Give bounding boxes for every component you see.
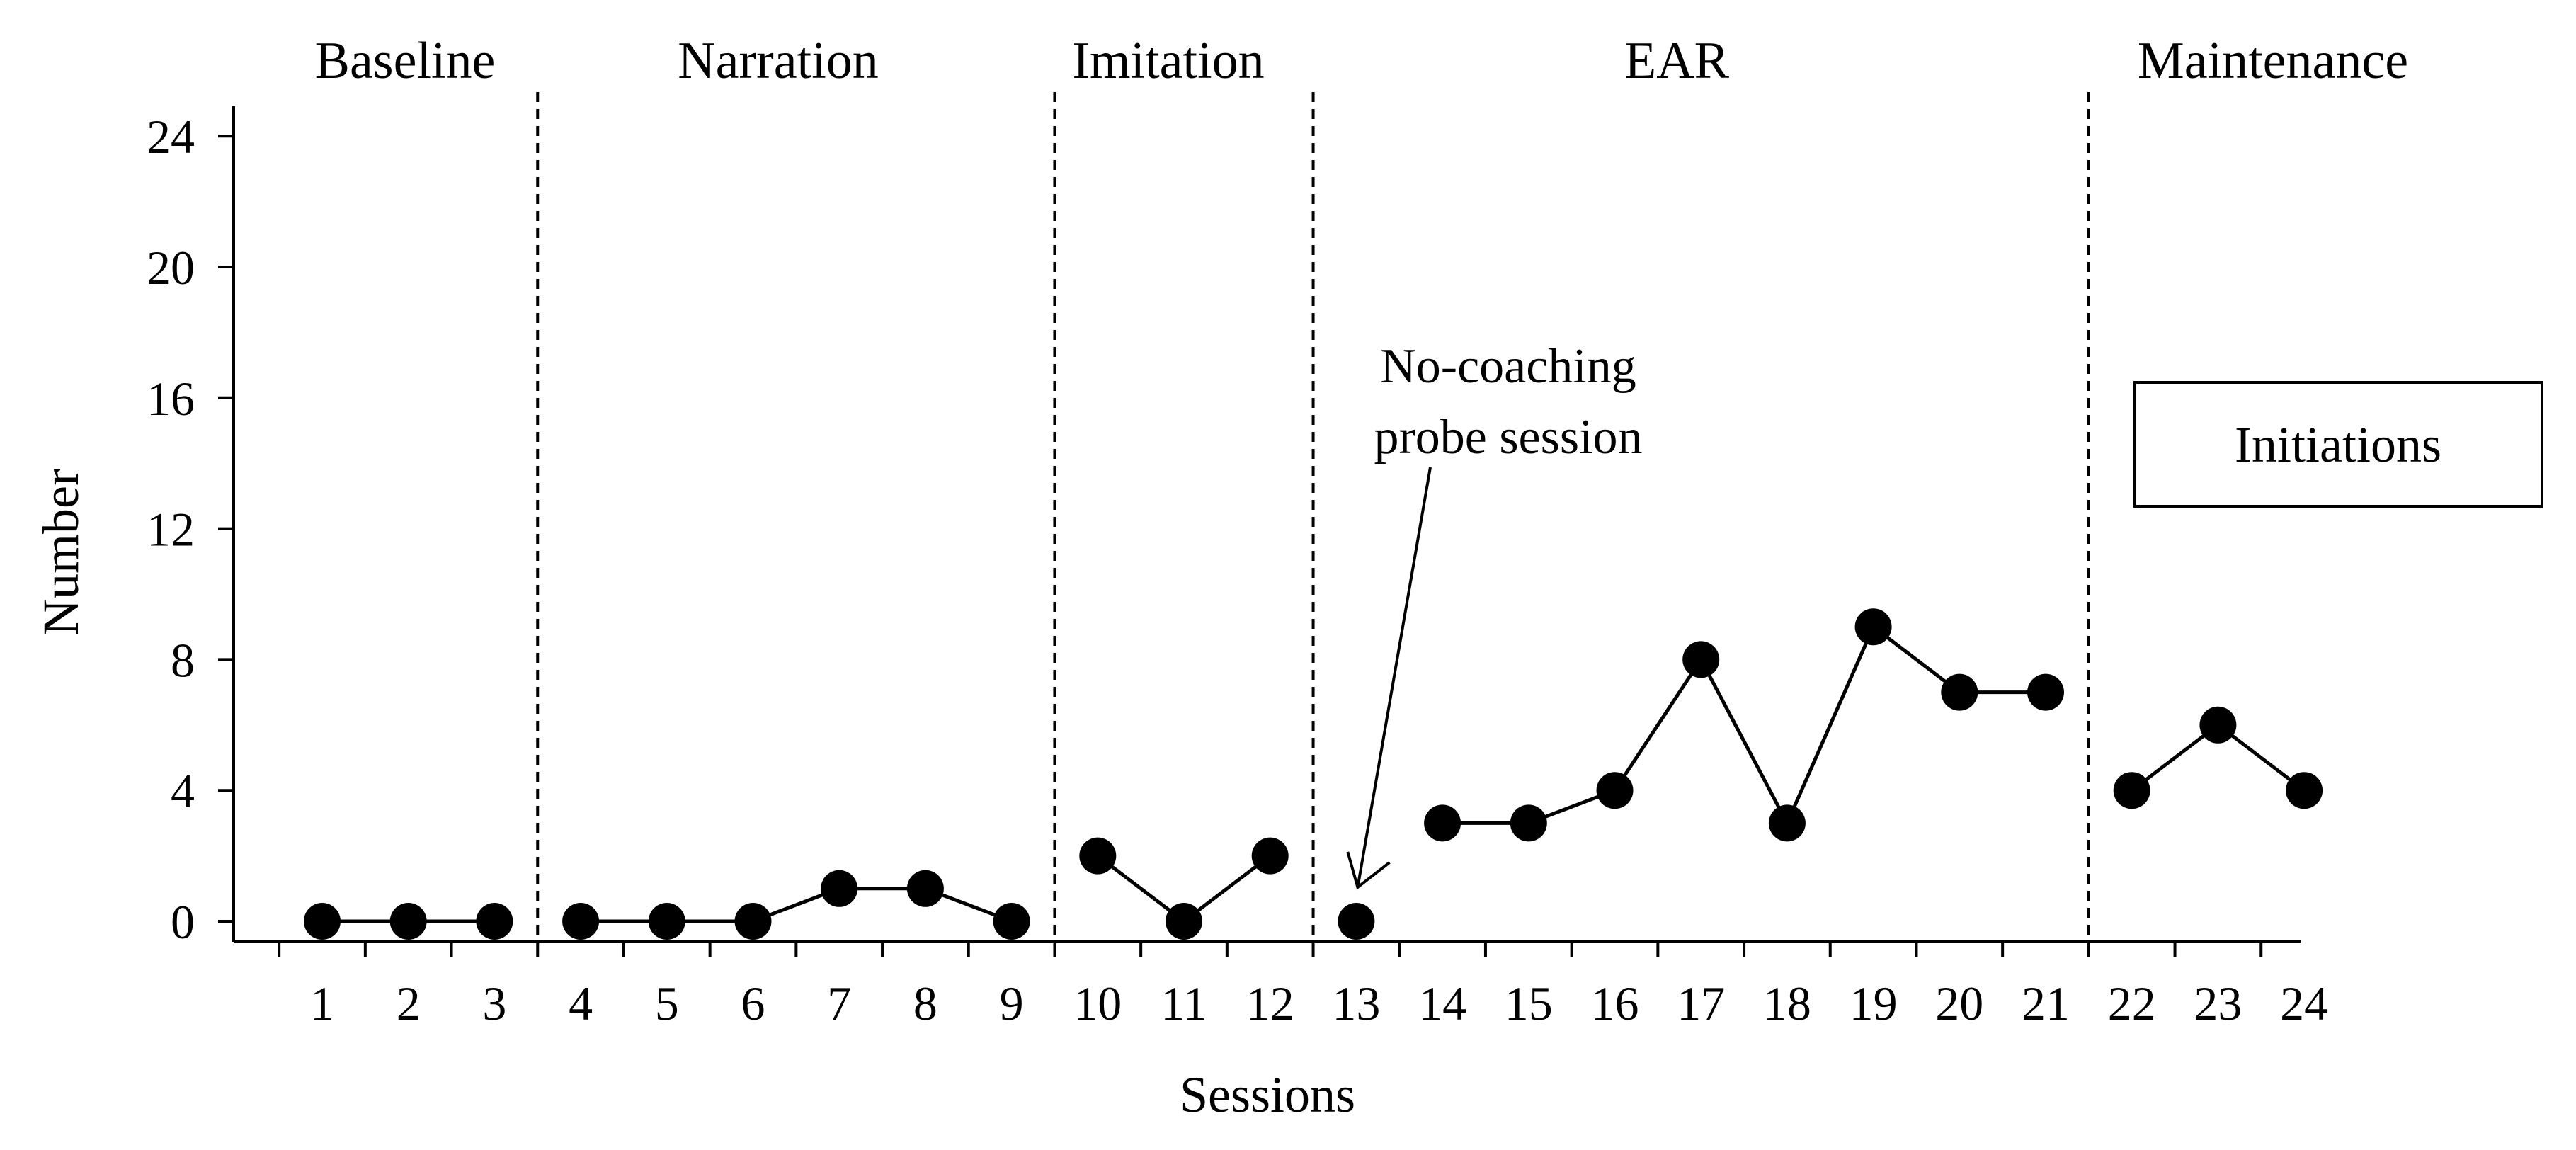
y-ticks: 0 4 8 12 16 20 24 [147,110,234,949]
x-tick-label: 13 [1332,977,1380,1030]
series-points [304,608,2323,940]
y-axis-title: Number [33,469,89,636]
series-segment-line [581,887,1013,923]
phase-change-lines [536,92,2090,942]
data-point-session-24 [2286,772,2323,809]
data-point-session-7 [821,870,858,907]
data-point-session-6 [734,903,772,940]
annotation-line-2: probe session [1374,410,1642,465]
data-point-session-18 [1768,804,1806,842]
legend-label: Initiations [2235,416,2441,473]
phase-label-imitation: Imitation [1072,32,1264,90]
data-point-session-15 [1510,804,1547,842]
legend: Initiations [2133,381,2543,508]
y-tick-label: 16 [147,372,195,426]
phase-label-narration: Narration [678,32,879,90]
series-segment-line [1442,624,2046,828]
x-tick-label: 18 [1763,977,1811,1030]
data-point-session-1 [304,903,341,940]
x-tick-label: 20 [1935,977,1983,1030]
phase-label-ear: EAR [1624,32,1730,90]
x-tick-label: 10 [1073,977,1122,1030]
x-tick-label: 12 [1246,977,1294,1030]
x-tick-label: 19 [1850,977,1898,1030]
y-tick-label: 4 [171,764,195,818]
x-tick-label: 5 [655,977,679,1030]
data-point-session-23 [2199,706,2237,744]
x-ticks: 1 2 3 4 5 6 7 8 9 10 11 12 13 14 15 16 17 18 19 20 21 22 23 24 [278,942,2328,1030]
phase-labels: Baseline Narration Imitation EAR Maintenance [315,32,2408,90]
data-point-session-14 [1424,804,1461,842]
data-point-session-12 [1251,837,1289,875]
x-tick-label: 24 [2280,977,2328,1030]
annotation-arrow [1356,467,1432,888]
data-point-session-8 [906,870,944,907]
data-point-session-19 [1854,608,1892,646]
data-point-session-9 [993,903,1030,940]
axes [232,106,2301,943]
x-tick-label: 1 [310,977,334,1030]
data-point-session-3 [476,903,513,940]
x-tick-label: 14 [1418,977,1466,1030]
data-point-session-2 [389,903,427,940]
x-tick-label: 3 [482,977,506,1030]
x-tick-label: 21 [2022,977,2070,1030]
annotation-arrowhead [1346,851,1391,890]
x-tick-label: 9 [1000,977,1024,1030]
y-tick-label: 12 [147,503,195,557]
y-tick-label: 8 [171,633,195,687]
data-point-session-22 [2113,772,2150,809]
data-point-session-5 [648,903,685,940]
data-point-session-13 [1338,903,1375,940]
x-tick-label: 23 [2194,977,2242,1030]
x-tick-label: 15 [1505,977,1553,1030]
x-axis-title: Sessions [1180,1066,1355,1123]
x-tick-label: 22 [2108,977,2156,1030]
y-tick-label: 0 [171,895,195,949]
data-point-session-17 [1682,641,1720,678]
x-tick-label: 11 [1161,977,1207,1030]
phase-label-baseline: Baseline [315,32,496,90]
data-point-session-21 [2027,673,2064,711]
data-point-session-16 [1596,772,1634,809]
data-point-session-20 [1941,673,1978,711]
probe-annotation: No-coaching probe session [1346,339,1643,890]
x-tick-label: 2 [397,977,421,1030]
y-tick-label: 24 [147,110,195,164]
legend-box [2133,381,2543,508]
x-tick-label: 6 [741,977,765,1030]
data-point-session-4 [562,903,600,940]
data-point-session-11 [1166,903,1202,940]
x-tick-label: 4 [569,977,593,1030]
phase-label-maintenance: Maintenance [2138,32,2408,90]
x-tick-label: 17 [1677,977,1725,1030]
x-tick-label: 8 [913,977,937,1030]
y-tick-label: 20 [147,241,195,295]
x-tick-label: 7 [827,977,851,1030]
annotation-line-1: No-coaching [1380,339,1636,394]
x-tick-label: 16 [1591,977,1639,1030]
data-point-session-10 [1079,837,1117,875]
